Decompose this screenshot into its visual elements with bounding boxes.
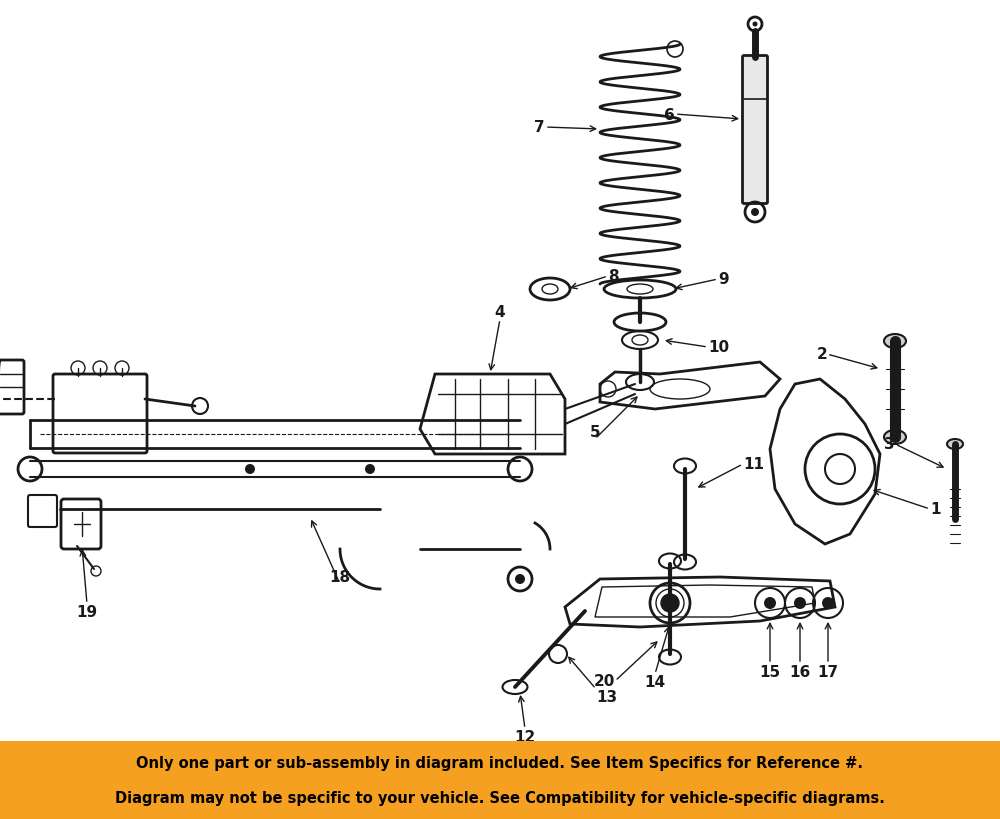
Text: 5: 5 — [590, 424, 600, 440]
Text: 13: 13 — [596, 689, 617, 704]
Text: 17: 17 — [817, 664, 839, 679]
FancyBboxPatch shape — [742, 57, 768, 204]
Text: Diagram may not be specific to your vehicle. See Compatibility for vehicle-speci: Diagram may not be specific to your vehi… — [115, 790, 885, 805]
Text: 20: 20 — [594, 674, 615, 689]
Text: Only one part or sub-assembly in diagram included. See Item Specifics for Refere: Only one part or sub-assembly in diagram… — [136, 754, 864, 770]
Ellipse shape — [947, 440, 963, 450]
Text: 2: 2 — [816, 347, 827, 362]
Ellipse shape — [884, 335, 906, 349]
Text: 12: 12 — [514, 729, 536, 744]
Circle shape — [365, 464, 375, 474]
Text: 3: 3 — [884, 437, 895, 452]
Text: 6: 6 — [664, 107, 675, 122]
Circle shape — [245, 464, 255, 474]
Circle shape — [764, 597, 776, 609]
Text: 4: 4 — [495, 305, 505, 319]
Ellipse shape — [884, 431, 906, 445]
Text: 19: 19 — [76, 604, 98, 619]
Text: 7: 7 — [534, 120, 545, 135]
Circle shape — [515, 574, 525, 584]
Text: 8: 8 — [608, 269, 619, 284]
Text: 16: 16 — [789, 664, 811, 679]
Text: 14: 14 — [644, 674, 666, 689]
Circle shape — [794, 597, 806, 609]
Text: 1: 1 — [930, 502, 940, 517]
Text: 11: 11 — [743, 457, 764, 472]
Text: 15: 15 — [759, 664, 781, 679]
Circle shape — [753, 22, 758, 28]
Text: 9: 9 — [718, 272, 729, 287]
Circle shape — [822, 597, 834, 609]
Text: 10: 10 — [708, 340, 729, 355]
Circle shape — [661, 595, 679, 613]
Circle shape — [751, 209, 759, 217]
Text: 18: 18 — [329, 569, 351, 584]
